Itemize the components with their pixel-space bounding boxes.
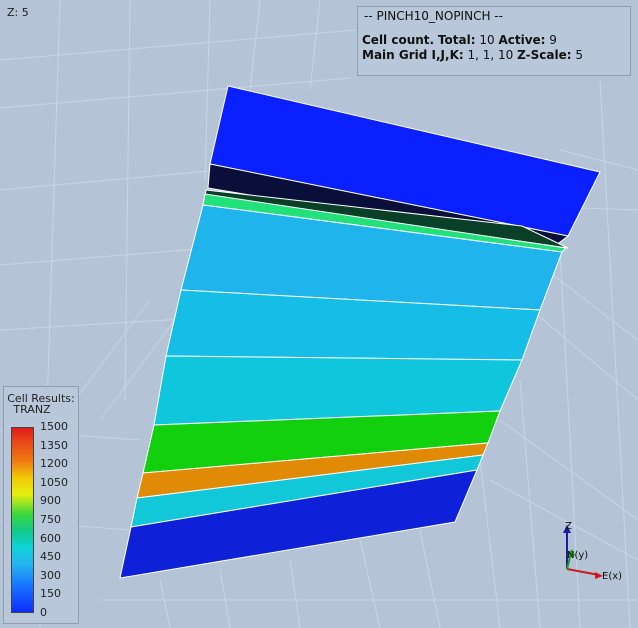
z-axis-arrow (563, 525, 571, 533)
color-bar (11, 427, 34, 613)
legend-tick: 600 (40, 531, 61, 545)
info-title: -- PINCH10_NOPINCH -- (364, 9, 503, 23)
legend-tick: 900 (40, 494, 61, 508)
legend-tick: 1350 (40, 438, 68, 452)
color-legend[interactable]: Cell Results: TRANZ 1500 1350 1200 1050 … (3, 386, 79, 624)
z-level-label: Z: 5 (7, 6, 29, 19)
e-axis-line (566, 568, 600, 576)
e-axis-arrow (595, 572, 603, 579)
main-grid-value: 1, 1, 10 (467, 48, 514, 62)
z-axis-label: Z (565, 521, 572, 532)
legend-result-name: TRANZ (13, 403, 51, 416)
main-grid-label: Main Grid I,J,K: (362, 48, 464, 62)
cell-count-label: Cell count. (362, 33, 435, 47)
info-box: -- PINCH10_NOPINCH -- Cell count. Total:… (357, 6, 631, 76)
n-axis-line (566, 552, 572, 570)
total-label: Total: (437, 33, 476, 47)
legend-tick: 1050 (40, 475, 68, 489)
legend-tick: 1200 (40, 457, 68, 471)
legend-tick: 750 (40, 513, 61, 526)
legend-tick: 300 (40, 568, 61, 582)
legend-tick: 150 (40, 587, 61, 601)
main-grid-row: Main Grid I,J,K: 1, 1, 10 Z-Scale: 5 (362, 48, 626, 63)
legend-tick: 450 (40, 550, 61, 564)
zscale-value: 5 (575, 48, 583, 62)
n-axis-label: N(y) (567, 550, 588, 561)
active-label: Active: (498, 33, 546, 47)
active-value: 9 (549, 33, 557, 47)
legend-tick: 0 (40, 606, 47, 619)
cell-count-row: Cell count. Total: 10 Active: 9 (362, 33, 626, 48)
n-axis-arrow (567, 549, 575, 556)
e-axis-label: E(x) (602, 571, 622, 582)
bottom-cell[interactable] (119, 469, 478, 579)
legend-title: Cell Results: (7, 392, 75, 405)
axis-cross: Z N(y) E(x) (563, 521, 622, 582)
zscale-label: Z-Scale: (517, 48, 572, 62)
legend-tick: 1500 (40, 420, 68, 433)
total-value: 10 (479, 33, 495, 47)
